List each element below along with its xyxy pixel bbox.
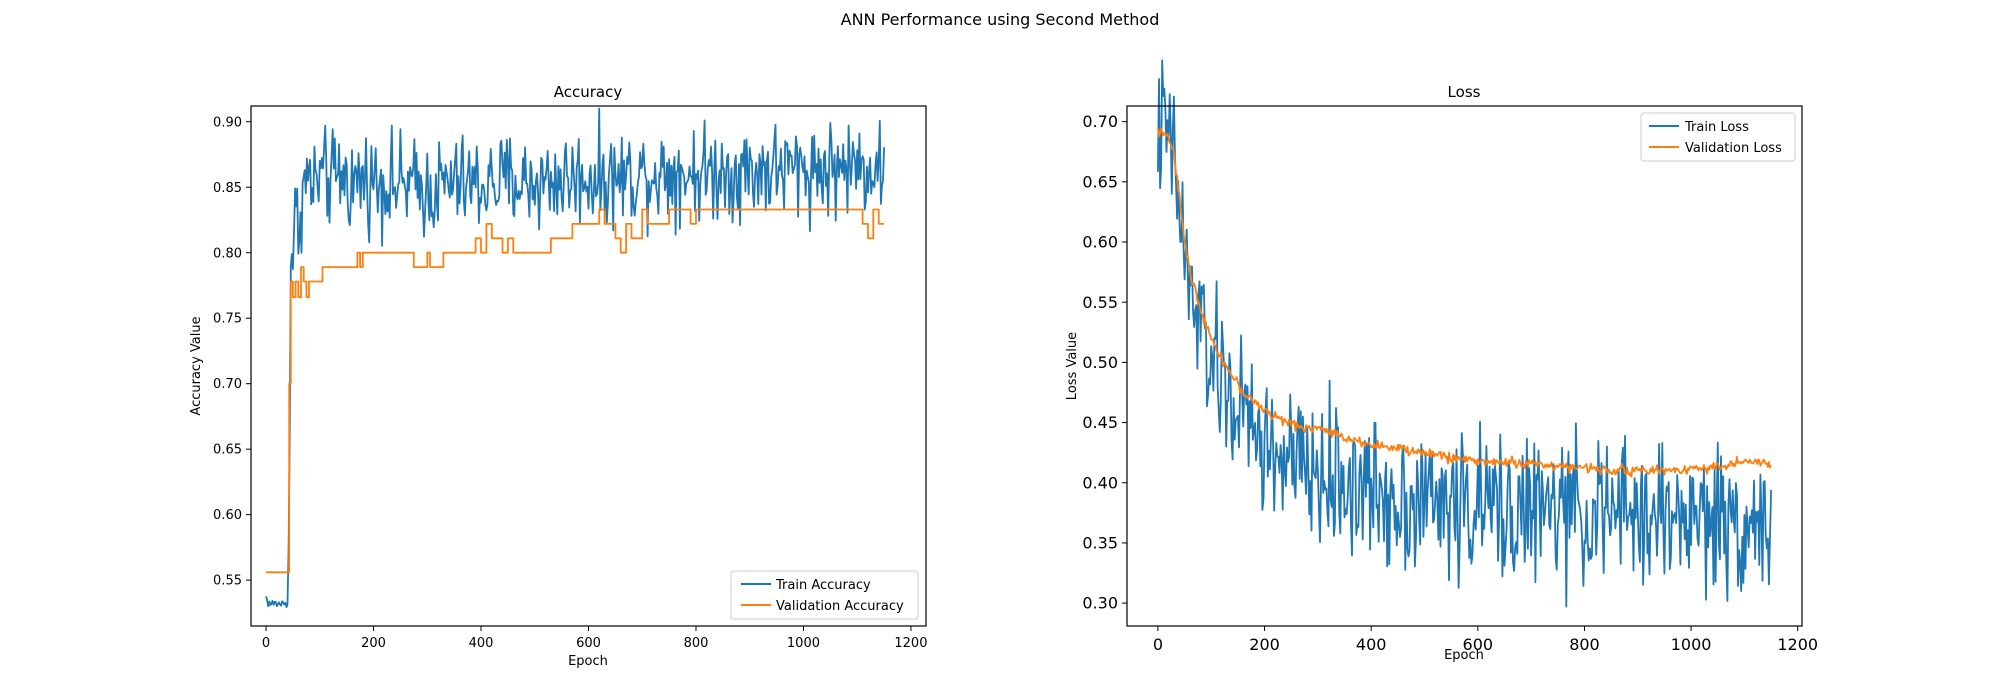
x-tick-label: 0 bbox=[262, 636, 270, 651]
y-tick-label: 0.40 bbox=[1082, 473, 1118, 492]
x-tick-label: 800 bbox=[1569, 635, 1600, 654]
x-tick-label: 1200 bbox=[1777, 635, 1818, 654]
accuracy-legend-box bbox=[730, 570, 919, 620]
accuracy-y-ticks: 0.55 0.60 0.65 0.70 0.75 0.80 0.85 0.90 bbox=[213, 115, 251, 589]
y-tick-label: 0.75 bbox=[213, 312, 242, 327]
y-tick-label: 0.80 bbox=[213, 246, 242, 261]
series-line-validation-accuracy bbox=[265, 208, 885, 574]
legend-label-validation-loss: Validation Loss bbox=[1685, 141, 1782, 156]
y-tick-label: 0.35 bbox=[1082, 534, 1118, 553]
y-tick-label: 0.70 bbox=[213, 377, 242, 392]
accuracy-plot-lines bbox=[265, 107, 885, 609]
figure-title: ANN Performance using Second Method bbox=[841, 10, 1160, 29]
loss-x-ticks: 0 200 400 600 800 1000 1200 bbox=[1153, 626, 1818, 654]
y-tick-label: 0.90 bbox=[213, 115, 242, 130]
loss-legend: Train Loss Validation Loss bbox=[1640, 112, 1796, 162]
y-tick-label: 0.60 bbox=[1082, 233, 1118, 252]
x-tick-label: 1200 bbox=[894, 636, 927, 651]
series-line-train-loss bbox=[1157, 59, 1772, 608]
y-tick-label: 0.55 bbox=[1082, 293, 1118, 312]
accuracy-plot-frame bbox=[250, 105, 927, 627]
x-tick-label: 600 bbox=[576, 636, 601, 651]
legend-label-train-accuracy: Train Accuracy bbox=[775, 578, 871, 593]
accuracy-legend: Train Accuracy Validation Accuracy bbox=[730, 570, 919, 620]
y-tick-label: 0.30 bbox=[1082, 594, 1118, 613]
x-tick-label: 800 bbox=[684, 636, 709, 651]
accuracy-x-ticks: 0 200 400 600 800 1000 1200 bbox=[262, 626, 927, 651]
x-tick-label: 200 bbox=[361, 636, 386, 651]
loss-chart-title: Loss bbox=[1448, 83, 1481, 101]
legend-label-train-loss: Train Loss bbox=[1684, 120, 1749, 135]
loss-legend-box bbox=[1640, 112, 1796, 162]
accuracy-y-axis-label: Accuracy Value bbox=[189, 316, 204, 415]
x-tick-label: 0 bbox=[1153, 635, 1163, 654]
legend-label-validation-accuracy: Validation Accuracy bbox=[776, 599, 904, 614]
y-tick-label: 0.60 bbox=[213, 508, 242, 523]
x-tick-label: 400 bbox=[1356, 635, 1387, 654]
accuracy-chart: Accuracy 0.55 0.60 0.65 0.70 0.75 0.80 0.85 0.9… bbox=[189, 83, 927, 669]
loss-x-axis-label: Epoch bbox=[1444, 648, 1484, 663]
accuracy-chart-title: Accuracy bbox=[554, 83, 623, 101]
y-tick-label: 0.85 bbox=[213, 181, 242, 196]
x-tick-label: 200 bbox=[1249, 635, 1280, 654]
y-tick-label: 0.55 bbox=[213, 574, 242, 589]
series-line-train-accuracy bbox=[265, 107, 885, 609]
loss-y-ticks: 0.30 0.35 0.40 0.45 0.50 0.55 0.60 0.65 0.70 bbox=[1082, 112, 1127, 613]
loss-plot-lines bbox=[1157, 59, 1772, 608]
series-line-validation-loss bbox=[1157, 127, 1772, 478]
x-tick-label: 400 bbox=[469, 636, 494, 651]
y-tick-label: 0.65 bbox=[213, 443, 242, 458]
y-tick-label: 0.70 bbox=[1082, 112, 1118, 131]
loss-chart: Loss 0.30 0.35 0.40 0.45 0.50 0.55 0.60 0.65 0.7… bbox=[1065, 59, 1818, 663]
loss-y-axis-label: Loss Value bbox=[1065, 332, 1080, 400]
y-tick-label: 0.45 bbox=[1082, 413, 1118, 432]
accuracy-x-axis-label: Epoch bbox=[568, 654, 608, 669]
x-tick-label: 600 bbox=[1463, 635, 1494, 654]
x-tick-label: 1000 bbox=[787, 636, 820, 651]
loss-plot-frame bbox=[1126, 105, 1803, 627]
y-tick-label: 0.65 bbox=[1082, 172, 1118, 191]
x-tick-label: 1000 bbox=[1671, 635, 1712, 654]
y-tick-label: 0.50 bbox=[1082, 353, 1118, 372]
